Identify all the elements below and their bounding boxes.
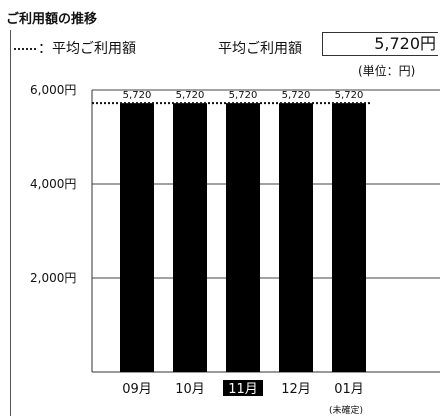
- legend-average-line: ：平均ご利用額: [14, 38, 136, 58]
- average-value-box: 5,720円: [322, 32, 438, 56]
- bar: [279, 103, 313, 372]
- y-tick-label: 2,000円: [30, 271, 76, 285]
- bar-value-label: 5,720: [282, 90, 311, 101]
- left-frame-line: [10, 30, 11, 416]
- bar: [226, 103, 260, 372]
- selected-month-highlight: [223, 380, 263, 396]
- unit-label: (単位：円): [358, 64, 416, 78]
- x-tick-label: 01月: [334, 382, 364, 397]
- average-label: 平均ご利用額: [218, 41, 302, 57]
- x-tick-label: 11月: [228, 382, 258, 397]
- bar-value-label: 5,720: [176, 90, 205, 101]
- bar-value-label: 5,720: [123, 90, 152, 101]
- pending-note: (未確定): [329, 406, 364, 416]
- x-tick-label: 12月: [281, 382, 311, 397]
- chart-title: ご利用額の推移: [6, 12, 98, 27]
- bar-value-label: 5,720: [335, 90, 364, 101]
- dotted-line-swatch: [14, 48, 36, 50]
- bar: [173, 103, 207, 372]
- bar: [120, 103, 154, 372]
- bar: [332, 103, 366, 372]
- y-tick-label: 4,000円: [30, 177, 76, 191]
- bar-value-label: 5,720: [229, 90, 258, 101]
- x-tick-label: 09月: [122, 382, 152, 397]
- x-tick-label: 10月: [175, 382, 205, 397]
- legend-label: ：平均ご利用額: [38, 41, 136, 57]
- y-tick-label: 6,000円: [30, 83, 76, 97]
